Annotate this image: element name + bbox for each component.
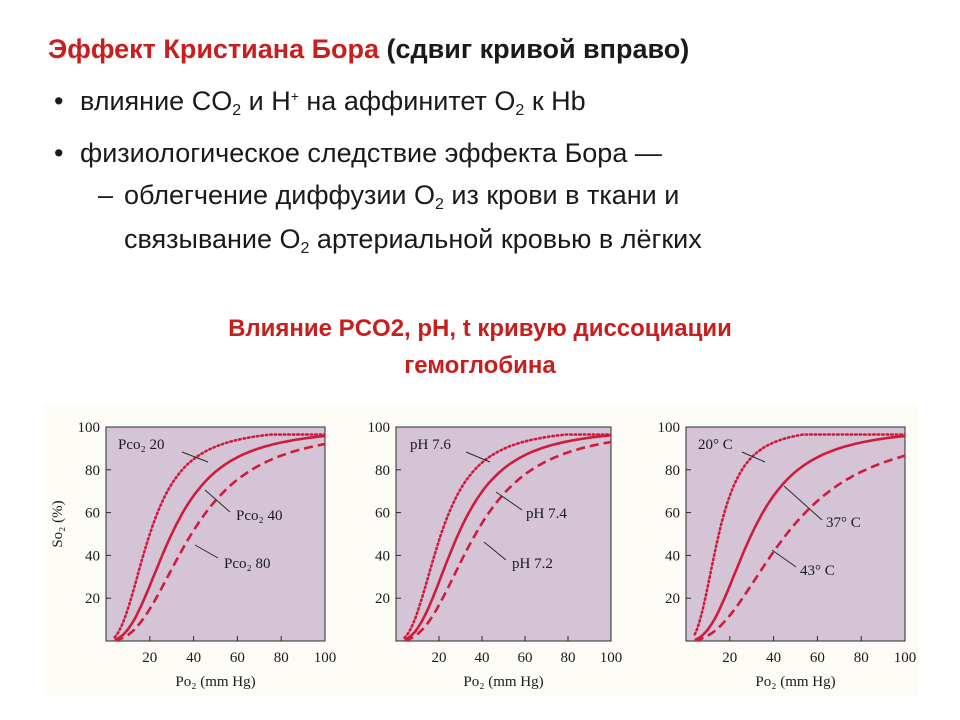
x-tick-label: 60 [230, 650, 245, 666]
y-tick-label: 60 [375, 506, 390, 522]
x-tick-label: 20 [142, 650, 157, 666]
curve-line [403, 433, 611, 639]
curve-line [404, 433, 611, 641]
series-label: pH 7.4 [526, 506, 567, 522]
x-tick-label: 40 [766, 650, 781, 666]
dash-binding: связывание O2 артериальной кровью в лёгк… [124, 224, 702, 258]
curve-line [693, 433, 905, 636]
heading-title: Эффект Кристиана Бора [48, 34, 380, 64]
bullet-text: влияние CO [80, 86, 233, 116]
subscript: 2 [435, 196, 444, 213]
caption-line-1: Влияние PCO2, pH, t кривую диссоциации [228, 315, 732, 342]
dash-mark: – [98, 180, 114, 210]
bullet-text: и H [241, 86, 291, 116]
x-tick-label: 80 [561, 650, 576, 666]
series-label: 37° C [826, 515, 861, 531]
series-label: 43° C [800, 563, 835, 579]
y-tick-label: 100 [78, 420, 101, 436]
y-tick-label: 60 [85, 506, 100, 522]
y-tick-label: 100 [658, 420, 681, 436]
x-tick-label: 100 [894, 650, 917, 666]
y-tick-label: 80 [85, 463, 100, 479]
curve-line [694, 454, 905, 641]
x-tick-label: 60 [518, 650, 533, 666]
bullet-mark: • [54, 138, 64, 168]
label-leader [495, 491, 523, 511]
series-label: Pco₂ 80 [224, 556, 270, 572]
dash-text: артериальной кровью в лёгких [309, 224, 702, 254]
x-tick-label: 20 [432, 650, 447, 666]
figure-caption: Влияние PCO2, pH, t кривую диссоциации г… [0, 310, 960, 384]
y-tick-label: 80 [665, 463, 680, 479]
label-leader [204, 489, 231, 513]
label-leader [181, 451, 209, 463]
x-axis-label: Po₂ (mm Hg) [463, 674, 543, 690]
bullet-physiology: • физиологическое следствие эффекта Бора… [54, 138, 662, 169]
y-tick-label: 20 [665, 591, 680, 607]
dash-text: облегчение диффузии O [124, 180, 435, 210]
y-tick-label: 20 [85, 591, 100, 607]
x-axis-label: Po₂ (mm Hg) [755, 674, 835, 690]
subscript: 2 [515, 102, 525, 119]
y-tick-label: 20 [375, 591, 390, 607]
bullet-text: физиологическое следствие эффекта Бора — [80, 138, 662, 168]
slide-heading: Эффект Кристиана Бора (сдвиг кривой впра… [48, 34, 689, 65]
x-tick-label: 100 [314, 650, 337, 666]
label-leader [483, 541, 507, 561]
subscript: 2 [232, 102, 242, 119]
series-label: Pco₂ 40 [236, 508, 282, 524]
label-leader [465, 451, 491, 463]
superscript: + [290, 88, 299, 104]
label-leader [771, 549, 797, 568]
dash-text: из крови в ткани и [443, 180, 680, 210]
label-leader [783, 485, 823, 521]
x-tick-label: 60 [810, 650, 825, 666]
heading-note: (сдвиг кривой вправо) [379, 34, 690, 64]
label-leader [741, 451, 766, 463]
bullet-text: на аффинитет O [298, 86, 516, 116]
x-tick-label: 100 [600, 650, 623, 666]
y-tick-label: 40 [375, 548, 390, 564]
x-tick-label: 80 [854, 650, 869, 666]
dash-text: связывание O [124, 224, 301, 254]
x-tick-label: 40 [186, 650, 201, 666]
curve-line [114, 442, 325, 641]
series-label: Pco₂ 20 [118, 437, 164, 453]
series-label: pH 7.6 [410, 437, 451, 453]
plot-area [395, 426, 612, 642]
label-leader [194, 544, 219, 559]
y-tick-label: 40 [85, 548, 100, 564]
subscript: 2 [300, 240, 310, 257]
dash-diffusion: – облегчение диффузии O2 из крови в ткан… [98, 180, 680, 214]
series-label: pH 7.2 [512, 556, 553, 572]
y-tick-label: 80 [375, 463, 390, 479]
y-tick-label: 60 [665, 506, 680, 522]
bullet-mark: • [54, 86, 64, 116]
curve-line [113, 433, 325, 639]
series-label: 20° C [698, 437, 733, 453]
x-tick-label: 80 [274, 650, 289, 666]
x-tick-label: 40 [475, 650, 490, 666]
y-tick-label: 40 [665, 548, 680, 564]
y-tick-label: 100 [368, 420, 391, 436]
x-axis-label: Po₂ (mm Hg) [175, 674, 255, 690]
caption-line-2: гемоглобина [404, 352, 556, 379]
x-tick-label: 20 [722, 650, 737, 666]
curve-line [694, 434, 905, 641]
y-axis-label: So₂ (%) [50, 500, 66, 547]
curve-line [114, 434, 325, 641]
bullet-co2-influence: • влияние CO2 и H+ на аффинитет O2 к Hb [54, 86, 586, 120]
curve-line [404, 440, 611, 641]
bullet-text: к Hb [524, 86, 586, 116]
